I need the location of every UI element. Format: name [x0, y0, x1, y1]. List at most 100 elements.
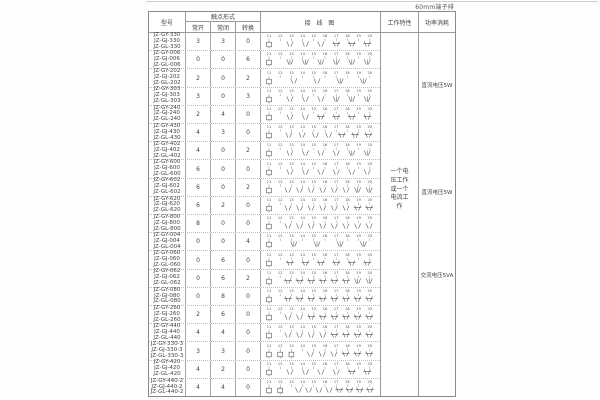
model-number: JZ-GY-004: [153, 231, 181, 238]
model-number: JZ-GY-303: [153, 86, 181, 93]
terminal-number: 15: [311, 125, 316, 129]
contact-symbol-nc: [353, 296, 361, 302]
terminal-number: 17: [333, 198, 338, 202]
contact-count-changeover: 3: [235, 87, 260, 105]
contact-symbol-co: [359, 77, 367, 84]
model-number: JZ-GL-430: [153, 134, 181, 141]
contact-symbol-nc: [353, 350, 361, 357]
contact-symbol-co: [363, 150, 371, 156]
model-number: JZ-GJ-420: [154, 365, 180, 372]
terminal-number: 12: [277, 253, 282, 257]
wiring-diagram: 11 12 13 14 15 16 17 18 19 20: [265, 180, 372, 195]
model-number: JZ-GJ-080: [154, 292, 180, 299]
contact-symbol-no: [295, 223, 303, 229]
terminal-number: 19: [356, 362, 361, 366]
contact-symbol-nc: [334, 387, 343, 393]
terminal-number: 16: [322, 71, 327, 75]
terminal-number: 16: [322, 235, 327, 239]
model-number: JZ-GY-202: [153, 68, 181, 75]
terminal-number: 19: [356, 180, 361, 184]
contact-count-normally-open: 4: [185, 142, 210, 160]
model-cell: JZ-GY-430 JZ-GJ-430 JZ-GL-430: [149, 123, 185, 141]
terminal-number: 13: [289, 344, 294, 348]
contact-symbol-no: [319, 332, 326, 339]
header-normally-open: 常开: [191, 24, 204, 32]
table-row: JZ-GY-202 JZ-GJ-202 JZ-GL-202 2 0 2 11 12 13 14 15…: [149, 68, 380, 87]
wiring-diagram-cell: 11 12 13 14 15 16 17 18 19 20: [260, 124, 380, 142]
terminal-number: 16: [322, 216, 327, 220]
contact-symbol-no: [298, 132, 305, 138]
model-number: JZ-GL-240: [153, 116, 181, 123]
model-number: JZ-GL-202: [153, 79, 181, 86]
terminal-number: 12: [277, 144, 282, 148]
contact-symbol-no: [353, 223, 361, 229]
contact-symbol-co: [353, 187, 361, 193]
coil-symbol: [277, 351, 283, 357]
contact-count-changeover: 0: [235, 196, 260, 215]
model-cell: JZ-GY-240 JZ-GJ-240 JZ-GL-240: [149, 105, 185, 123]
contact-count-changeover: 4: [235, 233, 260, 251]
terminal-number: 13: [289, 380, 294, 384]
contact-symbol-nc: [341, 296, 350, 302]
contact-symbol-no: [317, 41, 324, 47]
model-number: JZ-GY-440: [153, 323, 181, 329]
terminal-number: 14: [300, 107, 305, 111]
table-row: JZ-GY-330 JZ-GJ-330 JZ-GL-330 3 3 0 11 12 13 14 15…: [149, 32, 380, 51]
contact-symbol-co: [332, 59, 340, 65]
terminal-number: 15: [311, 380, 316, 384]
contact-symbol-nc: [347, 114, 356, 120]
model-cell: JZ-GY-440 JZ-GJ-440 JZ-GL-440: [149, 323, 185, 341]
header-normally-closed: 常闭: [210, 22, 235, 32]
contact-symbol-nc: [331, 41, 340, 47]
model-number: JZ-GL-800: [153, 225, 181, 232]
contact-count-normally-closed: 8: [210, 287, 235, 306]
contact-symbol-no: [332, 150, 340, 156]
terminal-number: 19: [356, 125, 361, 129]
coil-symbol: [265, 387, 272, 394]
model-cell: JZ-GY-202 JZ-GJ-202 JZ-GL-202: [149, 68, 185, 86]
contact-symbol-no: [319, 223, 326, 229]
contact-count-normally-open: 6: [185, 160, 210, 178]
terminal-number: 13: [289, 107, 294, 111]
terminal-number: 17: [333, 107, 338, 111]
terminal-number: 16: [322, 125, 327, 129]
contact-count-normally-open: 8: [185, 215, 210, 233]
wiring-diagram-cell: 11 12 13 14 15 16 17 18 19 20: [260, 178, 380, 196]
contact-symbol-nc: [318, 296, 327, 302]
contact-symbol-no: [286, 150, 293, 156]
terminal-number: 14: [300, 89, 305, 93]
contact-symbol-nc: [347, 41, 356, 47]
contact-count-normally-closed: 2: [210, 196, 235, 215]
contact-count-normally-open: 4: [185, 124, 210, 142]
coil-symbol: [265, 224, 272, 230]
terminal-number: 12: [277, 71, 282, 75]
contact-symbol-nc: [316, 114, 325, 120]
top-divider-line: [146, 1, 598, 2]
terminal-number: 20: [367, 235, 372, 239]
wiring-diagram-cell: 11 12 13 14 15 16 17 18 19 20: [260, 342, 380, 360]
contact-symbol-no: [285, 132, 292, 138]
terminal-number: 15: [311, 71, 316, 75]
wiring-diagram: 11 12 13 14 15 16 17 18 19 20: [265, 380, 374, 395]
contact-symbol-nc: [330, 278, 338, 284]
coil-symbol: [265, 315, 272, 321]
contact-count-normally-closed: 6: [210, 306, 235, 324]
contact-symbol-nc: [306, 278, 315, 284]
contact-symbol-no: [348, 168, 355, 175]
model-number: JZ-GL-420: [153, 371, 181, 378]
contact-symbol-co: [348, 150, 355, 156]
model-number: JZ-GL-006: [153, 61, 181, 68]
contact-symbol-nc: [283, 278, 292, 284]
model-cell: JZ-GY-402 JZ-GJ-402 JZ-GL-402: [149, 141, 185, 159]
model-number: JZ-GL-330: [153, 43, 181, 50]
contact-symbol-co: [336, 241, 343, 248]
terminal-number: 12: [277, 289, 282, 293]
wiring-diagram: 11 12 13 14 15 16 17 18 19 20: [265, 235, 372, 249]
coil-symbol: [265, 260, 272, 266]
contact-symbol-no: [294, 387, 302, 393]
wiring-diagram: 11 12 13 14 15 16 17 18 19 20: [265, 253, 372, 267]
model-number: JZ-GY-080: [153, 286, 181, 293]
terminal-number: 18: [345, 216, 350, 220]
terminal-number: 15: [311, 162, 316, 166]
contact-symbol-nc: [295, 296, 303, 302]
